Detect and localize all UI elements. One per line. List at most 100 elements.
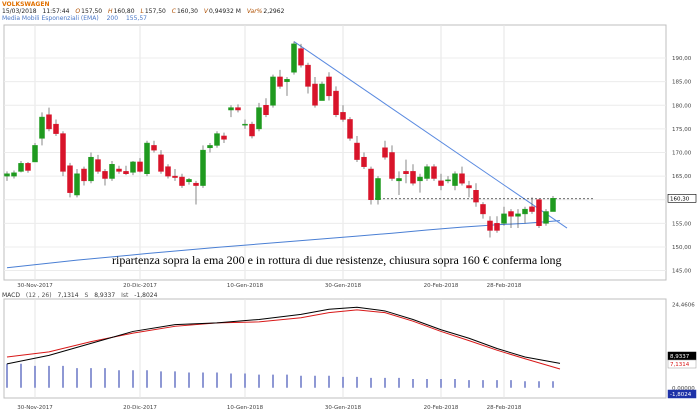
candle	[270, 74, 276, 108]
candle	[221, 132, 227, 144]
candle-body	[11, 172, 17, 177]
macd-value-tag-bg	[667, 359, 697, 369]
candle-body	[536, 199, 542, 226]
candle-layer	[4, 41, 556, 238]
candle	[60, 131, 66, 177]
macd-legend: MACD (12 , 26) 7,1314 S 8,9337 Ist -1,80…	[2, 292, 161, 299]
candle-body	[340, 112, 346, 120]
candle-body	[522, 208, 528, 215]
candle	[172, 169, 178, 181]
ema-legend-value: 155,57	[125, 15, 147, 22]
candle	[536, 198, 542, 229]
candle-body	[368, 168, 374, 200]
readout-date: 15/03/2018	[2, 8, 37, 15]
candle	[347, 117, 353, 141]
candle-body	[186, 179, 192, 183]
candle-body	[53, 123, 59, 134]
candle	[501, 206, 507, 226]
candle-body	[403, 171, 409, 174]
macd-signal-line	[6, 309, 561, 370]
candle-body	[130, 161, 136, 173]
macd-legend-hist-label: Ist	[121, 292, 129, 299]
y-tick-label: 165,00	[672, 174, 692, 180]
candle	[228, 105, 234, 118]
y-tick-label: 170,00	[672, 151, 692, 157]
candle	[4, 171, 10, 181]
candle	[11, 170, 17, 179]
candle	[354, 135, 360, 162]
candle	[67, 162, 73, 198]
x-tick-label: 20-Dic-2017	[123, 405, 157, 411]
x-tick-label: 20-Dic-2017	[123, 283, 157, 289]
candle-body	[333, 90, 339, 115]
candle-body	[389, 152, 395, 179]
candle-body	[200, 149, 206, 186]
candle	[508, 209, 514, 229]
candle-body	[347, 119, 353, 139]
candle	[81, 166, 87, 186]
candle	[389, 145, 395, 181]
y-tick-label: 190,00	[672, 56, 692, 62]
last-price-label: 160,30	[670, 196, 690, 202]
candle	[340, 105, 346, 122]
candle-body	[326, 76, 332, 97]
candle	[319, 81, 325, 101]
macd-value-tag: 7,1314	[670, 362, 690, 368]
y-tick-label: 185,00	[672, 80, 692, 86]
candle	[410, 164, 416, 186]
candle-body	[284, 79, 290, 82]
symbol-title: VOLKSWAGEN	[2, 1, 50, 8]
candle-body	[417, 176, 423, 182]
candle	[543, 209, 549, 226]
chart-annotation: ripartenza sopra la ema 200 e in rottura…	[112, 253, 562, 267]
readout-open: O157,50	[75, 8, 103, 15]
candle	[95, 154, 101, 174]
candle-body	[179, 176, 185, 186]
candle	[522, 206, 528, 224]
candle-body	[319, 83, 325, 101]
macd-y-tick-label: 24,4606	[672, 302, 695, 308]
macd-y-tick-label: 0,00000	[672, 386, 695, 392]
y-tick-label: 145,00	[672, 269, 692, 275]
candle-body	[382, 147, 388, 158]
candle	[158, 150, 164, 174]
candle-body	[46, 114, 52, 130]
candle-body	[543, 211, 549, 224]
y-tick-label: 175,00	[672, 127, 692, 133]
resistance-trendline	[293, 41, 568, 229]
candle-body	[291, 43, 297, 73]
candle-body	[74, 173, 80, 196]
candle	[403, 159, 409, 184]
candle-body	[172, 175, 178, 178]
candle-body	[445, 179, 451, 182]
y-tick-label: 180,00	[672, 103, 692, 109]
candle-body	[305, 64, 311, 87]
ema-legend-period: 200	[106, 15, 119, 22]
candle-body	[95, 159, 101, 172]
readout-volume: V0,94932 M	[203, 8, 241, 15]
candle	[263, 98, 269, 118]
candle-body	[214, 133, 220, 146]
x-tick-label: 30-Gen-2018	[325, 283, 362, 289]
candle-body	[81, 168, 87, 182]
candle-body	[438, 180, 444, 186]
candle	[74, 169, 80, 198]
y-tick-label: 150,00	[672, 245, 692, 251]
ohlc-readout: 15/03/2018 11:57:44 O157,50 H160,80 L157…	[2, 8, 288, 15]
candle	[277, 69, 283, 89]
candle-body	[487, 220, 493, 231]
candle	[326, 72, 332, 101]
readout-low: L157,50	[140, 8, 166, 15]
x-tick-label: 28-Feb-2018	[487, 283, 522, 289]
macd-legend-signal-label: S	[84, 292, 89, 299]
candle-body	[4, 173, 10, 177]
macd-legend-value: 7,1314	[57, 292, 79, 299]
candle	[305, 62, 311, 94]
candle	[396, 171, 402, 195]
candle-body	[375, 178, 381, 200]
candle-body	[312, 83, 318, 106]
candle	[424, 164, 430, 181]
candle	[298, 43, 304, 68]
